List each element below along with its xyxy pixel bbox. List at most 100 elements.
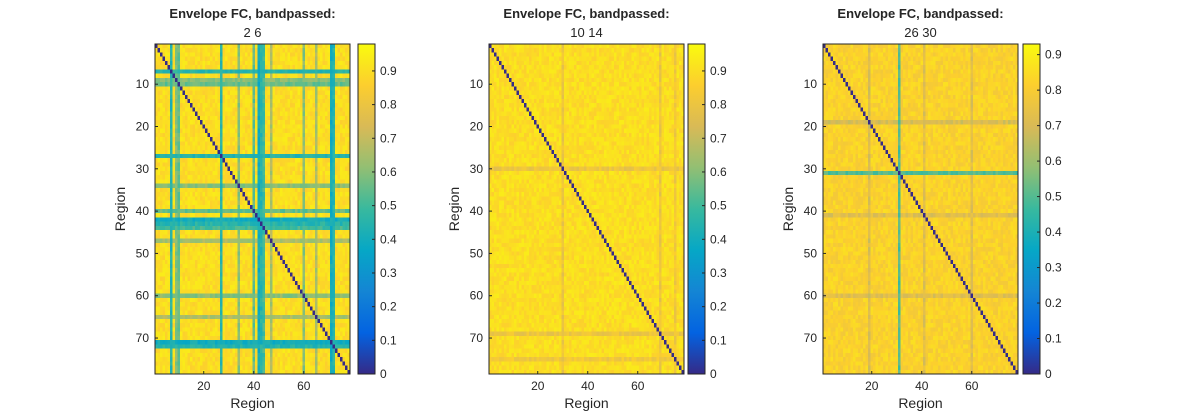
heatmap-cell <box>270 120 273 125</box>
heatmap-cell <box>325 52 328 58</box>
heatmap-cell <box>230 276 233 282</box>
heatmap-cell <box>237 52 241 58</box>
heatmap-cell <box>310 204 313 210</box>
heatmap-cell <box>237 225 241 231</box>
heatmap-cell <box>237 310 241 316</box>
heatmap-cell <box>225 259 228 265</box>
heatmap-cell <box>300 306 303 311</box>
heatmap-cell <box>200 175 203 180</box>
heatmap-cell <box>197 302 201 307</box>
heatmap-cell <box>252 179 256 184</box>
heatmap-cell <box>267 238 271 244</box>
heatmap-cell <box>252 225 256 231</box>
heatmap-cell <box>330 44 333 49</box>
heatmap-cell <box>277 230 281 235</box>
heatmap-cell <box>232 166 236 172</box>
heatmap-cell <box>187 221 191 227</box>
heatmap-cell <box>170 94 173 100</box>
heatmap-cell <box>220 276 223 282</box>
heatmap-cell <box>155 272 158 278</box>
heatmap-cell <box>290 132 293 138</box>
heatmap-cell <box>162 86 166 91</box>
heatmap-cell <box>257 221 261 227</box>
heatmap-cell <box>205 52 208 58</box>
heatmap-cell <box>207 293 211 299</box>
heatmap-cell <box>175 111 178 117</box>
heatmap-cell <box>247 158 251 163</box>
heatmap-cell <box>222 52 226 58</box>
heatmap-cell <box>305 69 308 74</box>
heatmap-cell <box>237 166 241 172</box>
heatmap-cell <box>280 99 283 104</box>
heatmap-cell <box>177 103 181 108</box>
heatmap-cell <box>260 90 263 96</box>
heatmap-cell <box>170 209 173 214</box>
heatmap-cell <box>165 166 168 172</box>
heatmap-cell <box>330 213 333 218</box>
heatmap-cell <box>232 103 236 108</box>
heatmap-cell <box>210 310 213 316</box>
heatmap-cell <box>302 217 306 223</box>
heatmap-cell <box>290 115 293 121</box>
heatmap-cell <box>240 132 243 138</box>
heatmap-cell <box>302 60 306 66</box>
heatmap-cell <box>255 234 258 239</box>
heatmap-cell <box>327 264 331 269</box>
heatmap-cell <box>237 204 241 210</box>
heatmap-cell <box>167 306 171 311</box>
heatmap-cell <box>327 128 331 134</box>
heatmap-cell <box>197 280 201 286</box>
heatmap-cell <box>260 310 263 316</box>
heatmap-cell <box>327 69 331 74</box>
heatmap-cell <box>310 285 313 290</box>
heatmap-cell <box>165 69 168 74</box>
heatmap-cell <box>167 259 171 265</box>
heatmap-cell <box>197 166 201 172</box>
heatmap-cell <box>205 69 208 74</box>
heatmap-cell <box>155 65 158 70</box>
heatmap-cell <box>332 196 336 201</box>
heatmap-cell <box>240 293 243 299</box>
heatmap-cell <box>225 213 228 218</box>
heatmap-cell <box>340 264 343 269</box>
heatmap-cell <box>252 209 256 214</box>
heatmap-cell <box>247 48 251 53</box>
heatmap-cell <box>277 268 281 273</box>
heatmap-cell <box>195 255 198 261</box>
heatmap-cell <box>242 128 246 134</box>
heatmap-cell <box>300 141 303 146</box>
heatmap-cell <box>250 154 253 159</box>
heatmap-cell <box>200 52 203 58</box>
heatmap-cell <box>167 196 171 201</box>
heatmap-cell <box>240 137 243 142</box>
heatmap-cell <box>327 259 331 265</box>
heatmap-cell <box>235 268 238 273</box>
heatmap-cell <box>245 204 248 210</box>
heatmap-cell <box>265 60 268 66</box>
heatmap-cell <box>337 115 341 121</box>
heatmap-cell <box>210 187 213 193</box>
heatmap-cell <box>340 217 343 223</box>
heatmap-cell <box>300 204 303 210</box>
heatmap-cell <box>267 128 271 134</box>
heatmap-cell <box>312 225 316 231</box>
heatmap-cell <box>260 137 263 142</box>
heatmap-cell <box>175 221 178 227</box>
heatmap-cell <box>270 158 273 163</box>
heatmap-cell <box>242 141 246 146</box>
heatmap-cell <box>282 149 286 155</box>
heatmap-cell <box>295 137 298 142</box>
heatmap-cell <box>312 99 316 104</box>
heatmap-cell <box>225 99 228 104</box>
heatmap-cell <box>205 264 208 269</box>
heatmap-cell <box>222 120 226 125</box>
heatmap-cell <box>310 255 313 261</box>
heatmap-cell <box>190 230 193 235</box>
heatmap-cell <box>297 242 301 248</box>
heatmap-cell <box>155 200 158 206</box>
heatmap-cell <box>237 162 241 168</box>
heatmap-cell <box>262 306 266 311</box>
heatmap-cell <box>260 48 263 53</box>
heatmap-cell <box>237 192 241 197</box>
heatmap-cell <box>232 82 236 87</box>
